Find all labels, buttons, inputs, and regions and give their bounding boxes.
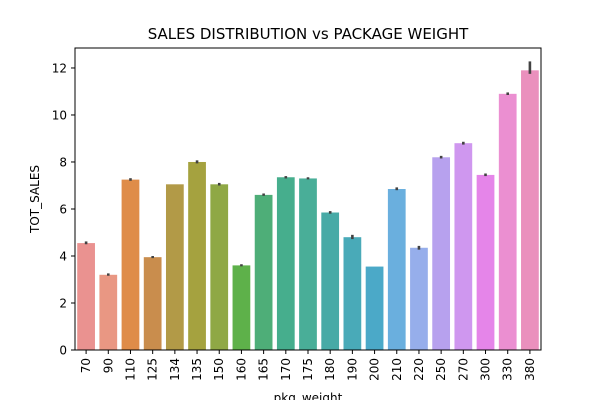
bar-175 <box>299 178 317 350</box>
error-bars-group <box>84 61 532 276</box>
bar-250 <box>432 157 451 350</box>
x-axis: 70 90 110 125 134 135 150 160 165 170 175 180 190 200… <box>79 350 537 381</box>
bar-380 <box>521 70 539 350</box>
y-tick-label-2: 2 <box>59 297 67 311</box>
bar-270 <box>454 143 473 350</box>
bar-220 <box>410 247 428 350</box>
x-tick-label-135: 135 <box>190 358 204 381</box>
y-tick-label-10: 10 <box>52 108 67 122</box>
bar-300 <box>476 174 495 350</box>
bar-134 <box>165 184 184 350</box>
chart-title: SALES DISTRIBUTION vs PACKAGE WEIGHT <box>148 25 469 43</box>
x-tick-label-110: 110 <box>123 358 137 381</box>
bar-180 <box>321 212 340 350</box>
x-tick-label-175: 175 <box>301 358 315 381</box>
bar-125 <box>143 257 162 350</box>
bars-group <box>77 70 539 350</box>
x-tick-label-180: 180 <box>323 358 337 381</box>
x-tick-label-150: 150 <box>212 358 226 381</box>
y-tick-label-0: 0 <box>59 344 67 358</box>
x-tick-label-125: 125 <box>146 358 160 381</box>
bar-170 <box>276 177 295 350</box>
x-tick-label-160: 160 <box>234 358 248 381</box>
plot-frame <box>74 47 542 351</box>
x-tick-label-134: 134 <box>168 358 182 381</box>
bar-90 <box>99 274 118 350</box>
x-tick-label-70: 70 <box>79 358 93 373</box>
bar-110 <box>121 179 140 350</box>
bar-135 <box>188 161 206 350</box>
x-tick-label-250: 250 <box>434 358 448 381</box>
x-axis-label: pkg_weight <box>274 391 343 400</box>
x-tick-label-300: 300 <box>479 358 493 381</box>
bar-165 <box>254 194 273 350</box>
y-tick-label-6: 6 <box>59 202 67 216</box>
bar-210 <box>387 189 406 350</box>
bar-190 <box>343 237 362 350</box>
x-tick-label-165: 165 <box>257 358 271 381</box>
bar-330 <box>498 93 517 350</box>
y-axis: 0 2 4 6 8 10 12 <box>52 61 75 358</box>
x-tick-label-330: 330 <box>501 358 515 381</box>
x-tick-label-190: 190 <box>345 358 359 381</box>
bar-200 <box>365 266 384 350</box>
x-tick-label-380: 380 <box>523 358 537 381</box>
x-tick-label-90: 90 <box>101 358 115 373</box>
x-tick-label-220: 220 <box>412 358 426 381</box>
y-tick-label-12: 12 <box>52 61 67 75</box>
x-tick-label-170: 170 <box>279 358 293 381</box>
y-axis-label: TOT_SALES <box>28 165 42 234</box>
x-tick-label-270: 270 <box>456 358 470 381</box>
bar-70 <box>77 243 95 350</box>
x-tick-label-200: 200 <box>368 358 382 381</box>
bar-160 <box>232 265 251 350</box>
x-tick-label-210: 210 <box>390 358 404 381</box>
y-tick-label-4: 4 <box>59 249 67 263</box>
bar-150 <box>210 184 229 350</box>
y-tick-label-8: 8 <box>59 155 67 169</box>
